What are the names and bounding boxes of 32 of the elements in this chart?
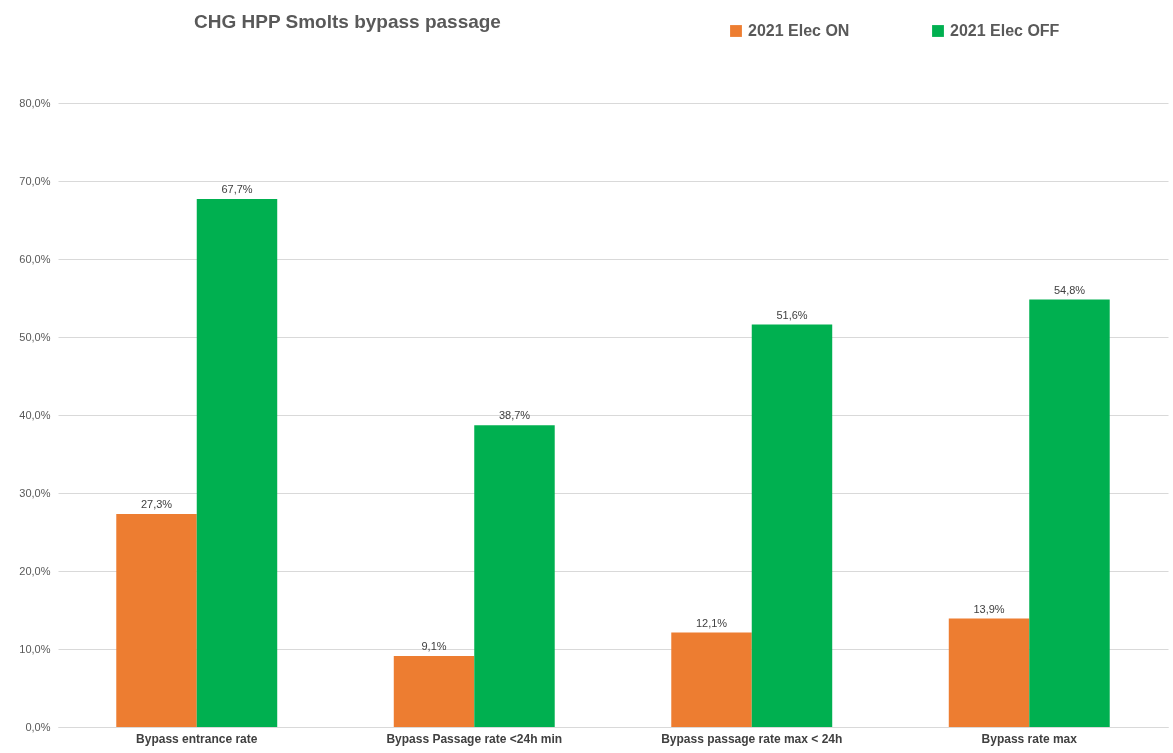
y-tick-label: 60,0% [19,252,51,265]
data-label: 12,1% [695,616,728,629]
legend-label: 2021 Elec ON [748,22,850,39]
data-label: 67,7% [221,182,253,195]
y-tick-label: 50,0% [19,330,51,343]
bar [474,425,555,727]
data-label: 27,3% [140,498,173,511]
y-tick-label: 20,0% [19,564,51,577]
data-label: 9,1% [421,640,447,653]
x-tick-label: Bypass passage rate max < 24h [661,731,843,746]
data-label: 51,6% [776,308,808,321]
bar [116,514,197,727]
bar [671,632,752,727]
x-tick-label: Bypass rate max [981,731,1078,746]
y-tick-label: 0,0% [25,720,51,733]
bar [948,618,1030,727]
data-label: 13,9% [973,602,1005,615]
bar [196,198,278,727]
x-tick-label: Bypass Passage rate <24h min [386,731,563,746]
y-tick-label: 30,0% [19,486,51,499]
x-tick-label: Bypass entrance rate [136,731,258,746]
bar [393,656,475,727]
bar [1029,299,1110,727]
data-label: 54,8% [1053,283,1086,296]
legend-label: 2021 Elec OFF [950,22,1060,39]
chart-title: CHG HPP Smolts bypass passage [194,11,501,32]
data-label: 38,7% [498,409,531,422]
y-tick-label: 40,0% [19,408,51,421]
bar [751,324,833,727]
y-tick-label: 80,0% [19,96,51,109]
y-tick-label: 10,0% [19,642,51,655]
y-tick-label: 70,0% [19,174,51,187]
